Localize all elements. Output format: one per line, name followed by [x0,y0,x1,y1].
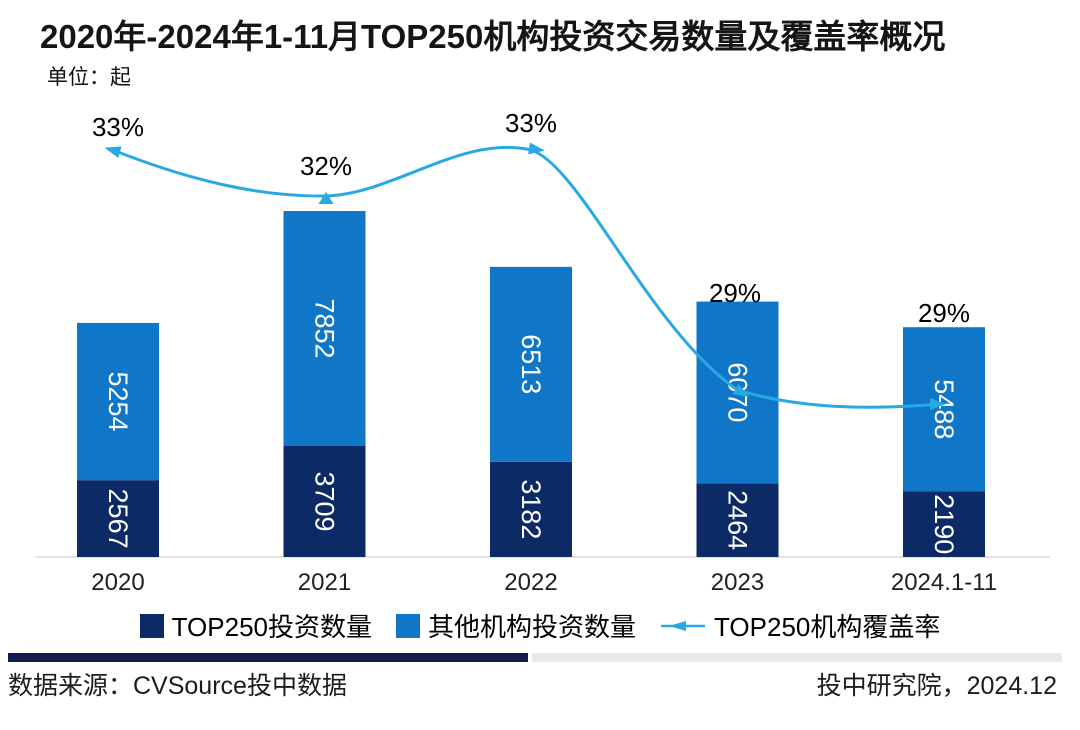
bar-top250-2020 [77,480,159,557]
coverage-marker-2023 [732,383,750,397]
bar-other-2024.1-11 [903,327,985,492]
bar-top250-2022 [490,461,572,557]
coverage-marker-2020 [104,146,122,158]
legend-item-coverage: TOP250机构覆盖率 [660,607,940,644]
bar-top250-2023 [696,483,779,557]
legend-label-top250: TOP250投资数量 [171,612,372,642]
unit-label: 单位：起 [47,66,131,89]
bar-value-top250-2023: 2464 [723,490,753,550]
footer-bar: 数据来源：CVSource投中数据 投中研究院，2024.12 [8,666,1057,702]
footer-divider [8,653,1062,662]
bar-value-other-2021: 7852 [310,298,340,358]
x-axis-label-2020: 2020 [91,569,144,596]
bar-value-top250-2024.1-11: 2190 [929,494,959,554]
x-axis-label-2022: 2022 [504,569,557,596]
coverage-label-2023: 29% [709,278,761,308]
bar-other-2020 [77,322,159,481]
bar-top250-2021 [283,445,366,557]
credit-label: 投中研究院，2024.12 [816,672,1057,700]
x-axis-label-2021: 2021 [298,569,351,596]
x-axis-label-2023: 2023 [711,569,764,596]
bar-top250-2024.1-11 [903,491,985,557]
coverage-label-2021: 32% [300,151,352,181]
coverage-marker-2022 [528,142,545,155]
bar-value-top250-2021: 3709 [309,471,339,531]
bar-value-other-2020: 5254 [103,372,133,432]
data-source-label: 数据来源：CVSource投中数据 [8,672,347,700]
coverage-line-symbol [661,620,705,631]
bar-other-2021 [283,211,366,446]
coverage-marker-2024.1-11 [930,398,946,410]
legend-label-other: 其他机构投资数量 [427,612,636,642]
bar-value-other-2024.1-11: 5488 [929,379,959,439]
x-axis-label-2024.1-11: 2024.1-11 [891,569,997,596]
chart-title: 2020年-2024年1-11月TOP250机构投资交易数量及覆盖率概况 [40,18,946,55]
coverage-label-2022: 33% [505,108,557,138]
bar-value-top250-2022: 3182 [516,479,546,539]
divider-navy-segment [8,653,528,662]
coverage-label-2020: 33% [92,112,144,142]
coverage-marker-2021 [318,192,334,204]
legend-item-other: 其他机构投资数量 [395,607,636,644]
legend-label-coverage: TOP250机构覆盖率 [714,612,941,642]
other-orgs-swatch [395,613,420,638]
bar-value-other-2022: 6513 [516,334,546,394]
bar-value-top250-2020: 2567 [103,489,133,549]
divider-gray-segment [532,653,1062,662]
top250-swatch [139,613,164,638]
chart-legend: TOP250投资数量 其他机构投资数量 TOP250机构覆盖率 [0,607,1080,644]
bar-other-2022 [490,266,572,462]
legend-item-top250: TOP250投资数量 [139,607,372,644]
coverage-label-2024.1-11: 29% [918,298,970,328]
